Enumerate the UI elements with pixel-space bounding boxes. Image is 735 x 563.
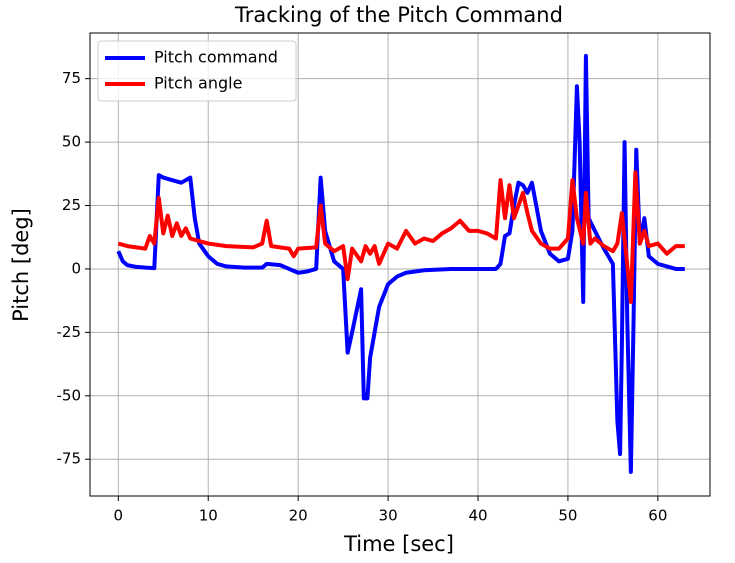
y-tick-label: -75 xyxy=(57,450,82,468)
series-line xyxy=(117,170,685,304)
y-tick-label: 25 xyxy=(62,196,81,214)
x-tick-label: 0 xyxy=(114,507,124,525)
y-tick-label: 75 xyxy=(62,69,81,87)
x-tick-label: 30 xyxy=(379,507,398,525)
x-tick-label: 10 xyxy=(199,507,218,525)
x-tick-label: 20 xyxy=(289,507,308,525)
y-tick-label: -50 xyxy=(57,386,82,404)
y-tick-label: -25 xyxy=(57,323,82,341)
legend-label: Pitch command xyxy=(154,48,278,67)
x-axis-label: Time [sec] xyxy=(343,532,454,556)
plot-frame xyxy=(89,32,711,497)
y-axis-label: Pitch [deg] xyxy=(9,208,33,322)
x-tick-label: 40 xyxy=(468,507,487,525)
y-tick-label: 50 xyxy=(62,133,81,151)
legend-label: Pitch angle xyxy=(154,74,242,93)
y-tick-label: 0 xyxy=(71,259,81,277)
legend-box xyxy=(97,40,297,102)
x-tick-label: 50 xyxy=(558,507,577,525)
x-tick-label: 60 xyxy=(648,507,667,525)
series-line xyxy=(116,53,685,474)
chart-title: Tracking of the Pitch Command xyxy=(234,3,563,27)
